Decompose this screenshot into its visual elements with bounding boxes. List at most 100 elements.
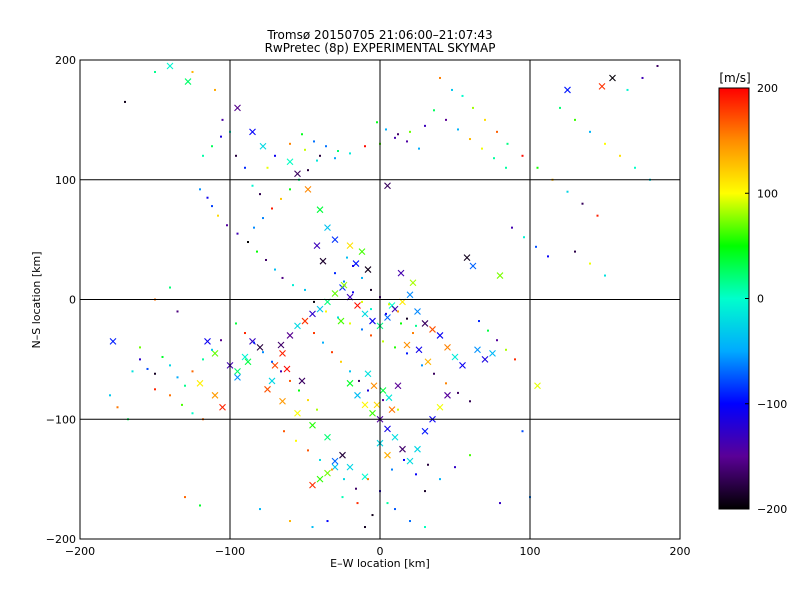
scatter-point-dot: [262, 351, 264, 354]
scatter-point-dot: [421, 364, 423, 367]
scatter-point-dot: [469, 454, 471, 457]
scatter-point-dot: [176, 310, 179, 313]
scatter-point-dot: [176, 376, 179, 379]
scatter-point-dot: [370, 334, 372, 337]
scatter-point-dot: [481, 147, 483, 150]
scatter-point-dot: [424, 490, 426, 493]
scatter-point-dot: [280, 370, 282, 373]
scatter-point-dot: [253, 226, 255, 229]
scatter-point-x: [361, 310, 369, 318]
scatter-point-dot: [244, 166, 246, 169]
scatter-point-x: [414, 308, 421, 315]
scatter-point-dot: [394, 508, 396, 511]
scatter-point-dot: [283, 430, 285, 433]
scatter-point-x: [316, 305, 324, 313]
scatter-point-x: [424, 358, 432, 366]
scatter-point-dot: [146, 367, 149, 370]
scatter-point-dot: [514, 358, 516, 361]
scatter-point-dot: [641, 76, 644, 79]
scatter-point-dot: [394, 346, 396, 349]
scatter-point-dot: [484, 118, 486, 121]
scatter-point-dot: [499, 502, 501, 505]
scatter-point-dot: [355, 487, 357, 490]
scatter-point-dot: [202, 358, 204, 361]
x-tick-label: 0: [377, 545, 384, 558]
scatter-point-dot: [313, 332, 315, 335]
scatter-point-dot: [217, 214, 219, 217]
scatter-point-dot: [211, 205, 213, 208]
colorbar-tick-label: 200: [757, 82, 778, 95]
scatter-point-dot: [581, 202, 584, 205]
scatter-point-x: [211, 349, 219, 357]
scatter-point-dot: [364, 145, 366, 148]
colorbar-ticks: 200 100 0 −100 −200: [745, 82, 787, 516]
scatter-point-x: [414, 445, 421, 453]
scatter-point-dot: [322, 341, 324, 344]
scatter-point-dot: [445, 382, 447, 385]
scatter-point-dot: [262, 217, 264, 220]
scatter-point-dot: [461, 94, 464, 97]
scatter-point-x: [279, 397, 286, 405]
scatter-point-x: [403, 341, 411, 349]
scatter-point-dot: [214, 88, 216, 91]
scatter-point-dot: [226, 224, 228, 227]
scatter-point-dot: [154, 372, 156, 375]
scatter-point-dot: [418, 147, 420, 150]
scatter-point-dot: [337, 316, 339, 319]
x-tick-label: 100: [520, 545, 541, 558]
scatter-point-x: [309, 421, 316, 429]
scatter-point-dot: [259, 193, 261, 196]
scatter-point-dot: [400, 322, 402, 325]
scatter-point-dot: [457, 391, 459, 394]
scatter-point-x: [346, 463, 354, 471]
scatter-point-x: [364, 370, 372, 378]
scatter-point-dot: [409, 130, 411, 133]
scatter-point-dot: [181, 403, 183, 406]
scatter-point-dot: [439, 478, 441, 481]
scatter-point-dot: [496, 339, 498, 342]
scatter-point-x: [391, 433, 399, 441]
scatter-point-x: [196, 379, 204, 387]
scatter-point-dot: [236, 232, 239, 235]
scatter-point-dot: [292, 284, 294, 287]
scatter-point-x: [369, 409, 376, 417]
scatter-point-dot: [521, 430, 524, 433]
scatter-point-dot: [169, 286, 171, 289]
scatter-point-dot: [496, 130, 498, 133]
scatter-point-dot: [521, 154, 524, 157]
scatter-point-x: [379, 387, 387, 394]
plot-area: [79, 59, 681, 540]
scatter-point-x: [234, 373, 241, 381]
scatter-point-dot: [289, 520, 291, 523]
scatter-point-dot: [376, 121, 378, 124]
scatter-point-x: [244, 358, 252, 366]
scatter-point-x: [324, 433, 331, 441]
scatter-point-x: [406, 457, 414, 465]
scatter-point-dot: [298, 389, 300, 392]
scatter-point-dot: [352, 264, 354, 267]
scatter-point-dot: [319, 154, 321, 157]
scatter-point-dot: [124, 100, 126, 103]
scatter-point-dot: [313, 300, 315, 303]
scatter-point-dot: [352, 291, 354, 294]
scatter-point-dot: [139, 346, 141, 349]
scatter-point-x: [256, 344, 264, 351]
scatter-point-dot: [349, 322, 351, 325]
scatter-point-x: [384, 425, 391, 433]
x-tick-label: −200: [65, 545, 95, 558]
scatter-point-x: [384, 451, 391, 459]
scatter-point-x: [370, 382, 378, 390]
scatter-point-dot: [139, 358, 141, 361]
scatter-point-dot: [334, 272, 336, 275]
scatter-point-x: [331, 457, 339, 465]
scatter-point-dot: [457, 128, 459, 131]
scatter-point-dot: [574, 250, 576, 253]
scatter-point-dot: [589, 262, 591, 265]
scatter-point-dot: [634, 166, 636, 169]
scatter-point-dot: [547, 255, 549, 258]
scatter-point-dot: [307, 399, 309, 402]
y-tick-label: 100: [55, 174, 76, 187]
scatter-point-dot: [349, 152, 351, 155]
scatter-point-x: [364, 266, 372, 273]
scatter-point-dot: [251, 184, 254, 187]
